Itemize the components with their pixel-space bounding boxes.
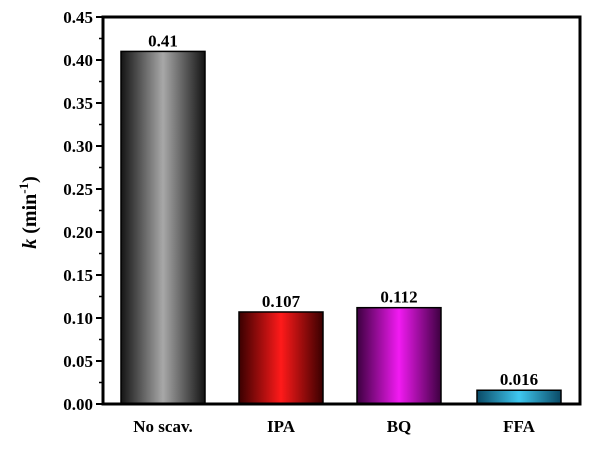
y-tick-label: 0.35 bbox=[63, 94, 93, 113]
bar-ipa bbox=[238, 311, 324, 405]
bar-value-label: 0.41 bbox=[148, 31, 178, 50]
y-axis-label-exponent: -1 bbox=[16, 183, 31, 194]
y-axis-label: k (min-1) bbox=[16, 176, 41, 249]
bar-no-scav bbox=[120, 50, 206, 405]
bar-ffa bbox=[476, 389, 562, 405]
bar-value-label: 0.016 bbox=[500, 370, 538, 389]
x-axis-category-labels: No scav. IPA BQ FFA bbox=[133, 417, 535, 436]
y-axis-ticks: 0.00 0.05 0.10 0.15 0.20 0.25 0.30 0.35 0.40 0.45 bbox=[63, 8, 103, 414]
y-tick-label: 0.25 bbox=[63, 180, 93, 199]
y-tick-label: 0.40 bbox=[63, 51, 93, 70]
y-tick-label: 0.05 bbox=[63, 352, 93, 371]
y-tick-label: 0.10 bbox=[63, 309, 93, 328]
bar-value-label: 0.112 bbox=[380, 288, 417, 307]
bar-bq bbox=[356, 306, 442, 405]
y-axis-label-symbol: k bbox=[19, 239, 41, 249]
plot-frame bbox=[101, 15, 582, 406]
y-tick-label: 0.00 bbox=[63, 395, 93, 414]
value-labels-group: 0.41 0.107 0.112 0.016 bbox=[148, 31, 538, 389]
x-category-label: IPA bbox=[267, 417, 296, 436]
x-category-label: FFA bbox=[503, 417, 536, 436]
y-axis-label-close: ) bbox=[19, 176, 41, 183]
y-tick-label: 0.30 bbox=[63, 137, 93, 156]
y-tick-label: 0.45 bbox=[63, 8, 93, 27]
y-tick-label: 0.15 bbox=[63, 266, 93, 285]
x-category-label: BQ bbox=[387, 417, 412, 436]
bars-group bbox=[120, 50, 562, 405]
bar-value-label: 0.107 bbox=[262, 292, 301, 311]
y-tick-label: 0.20 bbox=[63, 223, 93, 242]
y-axis-label-unit: (min bbox=[19, 194, 41, 239]
x-category-label: No scav. bbox=[133, 417, 193, 436]
